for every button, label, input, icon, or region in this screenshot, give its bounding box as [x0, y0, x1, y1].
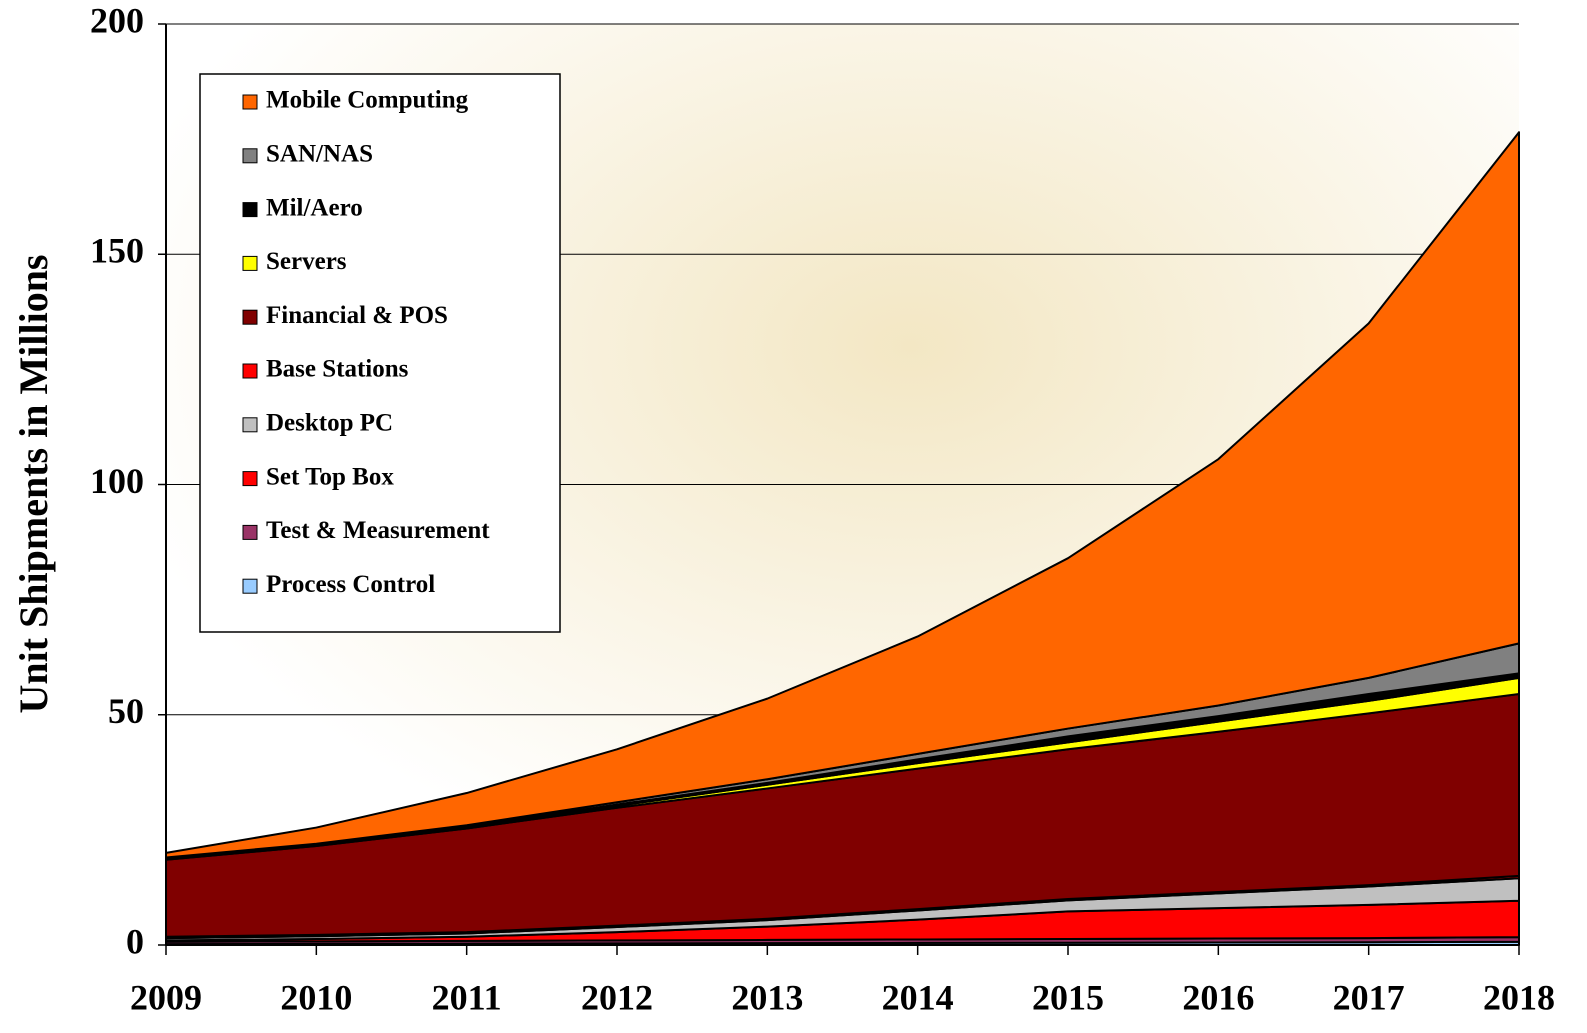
y-axis-title: Unit Shipments in Millions	[11, 254, 56, 713]
legend-box	[199, 73, 561, 633]
x-tick-label: 2016	[1182, 977, 1254, 1017]
legend-label: Desktop PC	[266, 410, 393, 437]
legend-label: Test & Measurement	[266, 517, 490, 544]
legend-swatch	[242, 524, 258, 540]
y-tick-label: 50	[108, 691, 144, 731]
y-tick-label: 200	[90, 0, 144, 40]
legend-label: Servers	[266, 248, 347, 275]
legend-swatch	[242, 363, 258, 379]
legend-swatch	[242, 417, 258, 433]
x-tick-label: 2011	[432, 977, 502, 1017]
x-tick-label: 2018	[1483, 977, 1555, 1017]
legend-swatch	[242, 578, 258, 594]
legend-swatch	[242, 148, 258, 164]
area	[165, 131, 1520, 859]
legend-swatch	[242, 255, 258, 271]
legend-swatch	[242, 471, 258, 487]
legend-label: Process Control	[266, 571, 435, 598]
x-tick-label: 2010	[280, 977, 352, 1017]
x-tick-label: 2014	[882, 977, 954, 1017]
y-tick-label: 0	[126, 921, 144, 961]
legend-label: Set Top Box	[266, 463, 394, 490]
x-tick-label: 2017	[1333, 977, 1405, 1017]
legend-label: Mobile Computing	[266, 87, 469, 114]
legend-label: SAN/NAS	[266, 141, 373, 168]
legend-swatch	[242, 309, 258, 325]
x-tick-label: 2012	[581, 977, 653, 1017]
legend-label: Base Stations	[266, 356, 409, 383]
legend-label: Financial & POS	[266, 302, 448, 329]
y-tick-label: 100	[90, 461, 144, 501]
y-tick-label: 150	[90, 231, 144, 271]
x-tick-label: 2009	[130, 977, 202, 1017]
x-tick-label: 2015	[1032, 977, 1104, 1017]
x-tick-label: 2013	[731, 977, 803, 1017]
legend-swatch	[242, 94, 258, 110]
legend-swatch	[242, 202, 258, 218]
legend-label: Mil/Aero	[266, 194, 363, 221]
